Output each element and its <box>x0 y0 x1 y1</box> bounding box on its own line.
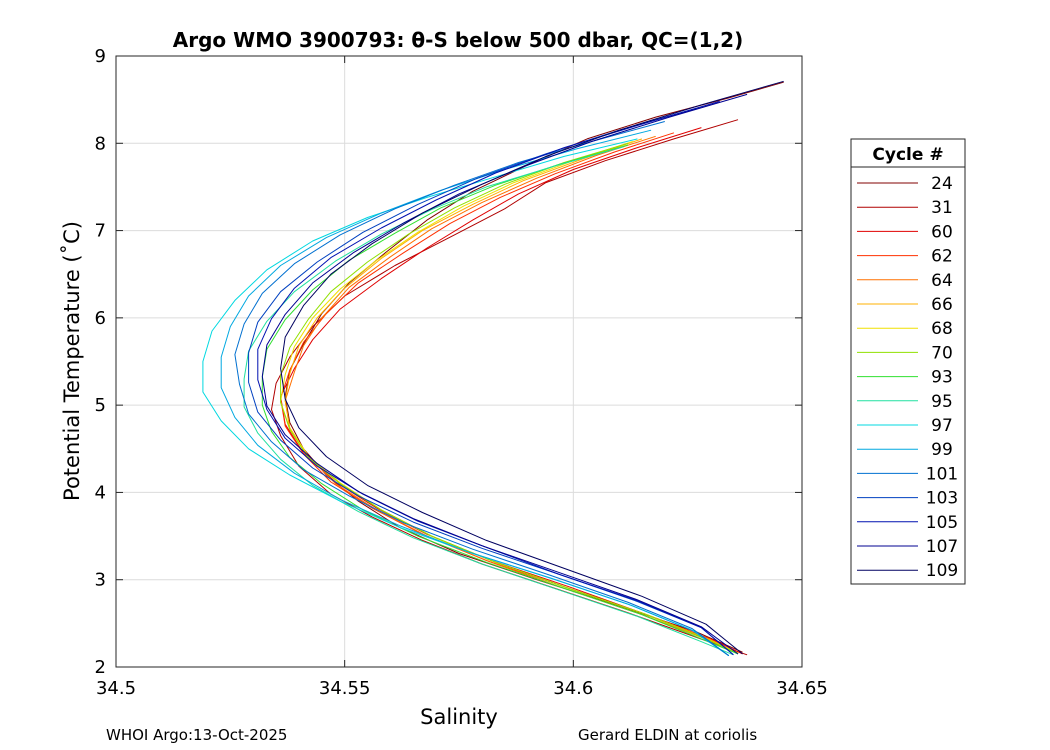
series-line-cycle-101 <box>234 121 730 657</box>
series-line-cycle-105 <box>257 100 734 656</box>
legend-label-68: 68 <box>931 319 953 339</box>
x-tick-label: 34.5 <box>96 678 136 699</box>
legend-label-99: 99 <box>931 440 953 460</box>
legend-label-105: 105 <box>926 513 958 533</box>
legend-label-62: 62 <box>931 247 953 267</box>
y-axis-label: Potential Temperature (˚C) <box>60 221 84 501</box>
y-tick-label: 3 <box>95 570 106 591</box>
footer-right: Gerard ELDIN at coriolis <box>578 726 757 744</box>
legend-label-31: 31 <box>931 198 953 218</box>
y-tick-label: 4 <box>95 482 106 503</box>
series-line-cycle-93 <box>261 144 739 655</box>
grid-lines <box>115 55 803 668</box>
x-tick-label: 34.55 <box>319 678 371 699</box>
legend-label-64: 64 <box>931 271 953 291</box>
y-tick-label: 2 <box>95 657 106 678</box>
legend-label-97: 97 <box>931 416 953 436</box>
legend-label-66: 66 <box>931 295 953 315</box>
y-tick-label: 7 <box>95 221 106 242</box>
y-tick-label: 9 <box>95 46 106 67</box>
x-axis-label: Salinity <box>420 705 498 729</box>
legend-label-107: 107 <box>926 537 958 557</box>
series-line-cycle-103 <box>248 107 734 656</box>
legend-label-101: 101 <box>926 464 958 484</box>
x-axis-ticks: 34.5 34.55 34.6 34.65 <box>96 56 828 699</box>
y-tick-label: 6 <box>95 308 106 329</box>
legend-label-103: 103 <box>926 489 958 509</box>
legend-label-93: 93 <box>931 368 953 388</box>
legend-label-24: 24 <box>931 174 953 194</box>
legend-title: Cycle # <box>872 145 943 165</box>
legend-label-60: 60 <box>931 222 953 242</box>
legend-label-95: 95 <box>931 392 953 412</box>
series-line-cycle-99 <box>220 129 730 657</box>
series-line-cycle-70 <box>280 142 739 655</box>
chart-title: Argo WMO 3900793: θ-S below 500 dbar, QC… <box>173 28 743 52</box>
legend-label-109: 109 <box>926 561 958 581</box>
legend-box <box>850 138 966 585</box>
x-tick-label: 34.65 <box>776 678 828 699</box>
legend-label-70: 70 <box>931 343 953 363</box>
plot-frame <box>115 55 803 668</box>
series-line-cycle-109 <box>280 80 784 655</box>
legend: Cycle # 24 31 60 62 64 66 68 70 93 95 97 99 101 103 10… <box>850 138 966 585</box>
series-lines <box>202 80 784 657</box>
plot-area <box>116 56 802 667</box>
legend-items: 24 31 60 62 64 66 68 70 93 95 97 99 101 103 105 107 109 <box>857 174 958 581</box>
y-axis-ticks: 2 3 4 5 6 7 8 9 <box>95 46 802 678</box>
y-tick-label: 8 <box>95 133 106 154</box>
x-tick-label: 34.6 <box>553 678 593 699</box>
footer-left: WHOI Argo:13-Oct-2025 <box>106 726 287 744</box>
y-tick-label: 5 <box>95 395 106 416</box>
